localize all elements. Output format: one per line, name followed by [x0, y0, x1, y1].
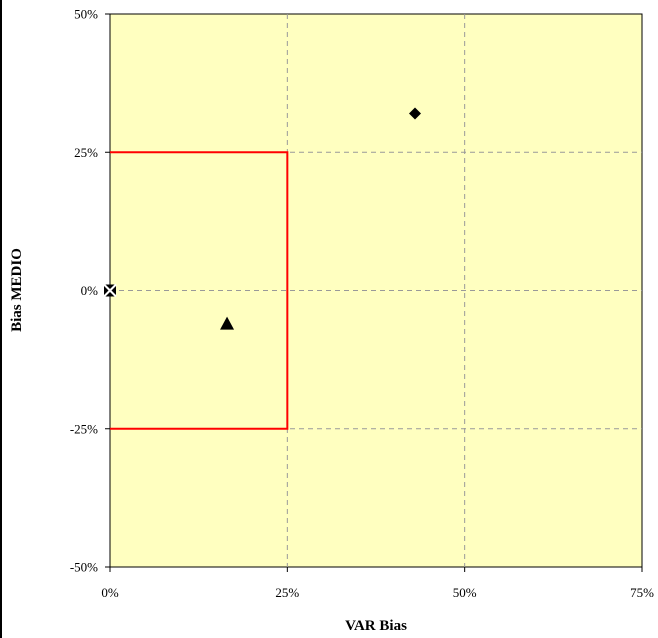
y-tick-label: 0%: [81, 283, 99, 298]
y-tick-labels: 50% 25% 0% -25% -50%: [70, 7, 110, 575]
x-tick-label: 0%: [101, 585, 119, 600]
x-tick-label: 50%: [453, 585, 477, 600]
y-axis-title: Bias MEDIO: [9, 248, 25, 332]
y-tick-label: -50%: [70, 560, 98, 575]
y-tick-label: 25%: [74, 145, 98, 160]
x-tick-labels: 0% 25% 50% 75%: [101, 567, 654, 600]
data-point-x-square: [103, 283, 117, 298]
data-point-triangle: [220, 316, 235, 330]
threshold-box-outline: [110, 151, 289, 430]
y-tick-label: -25%: [70, 421, 98, 436]
x-tick-label: 25%: [275, 585, 299, 600]
y-tick-label: 50%: [74, 7, 98, 22]
x-tick-label: 75%: [630, 585, 654, 600]
data-points: [103, 107, 422, 330]
threshold-box: [110, 151, 289, 430]
x-axis-title: VAR Bias: [345, 618, 407, 634]
data-point-diamond: [409, 107, 422, 120]
grid-lines: [110, 14, 642, 567]
